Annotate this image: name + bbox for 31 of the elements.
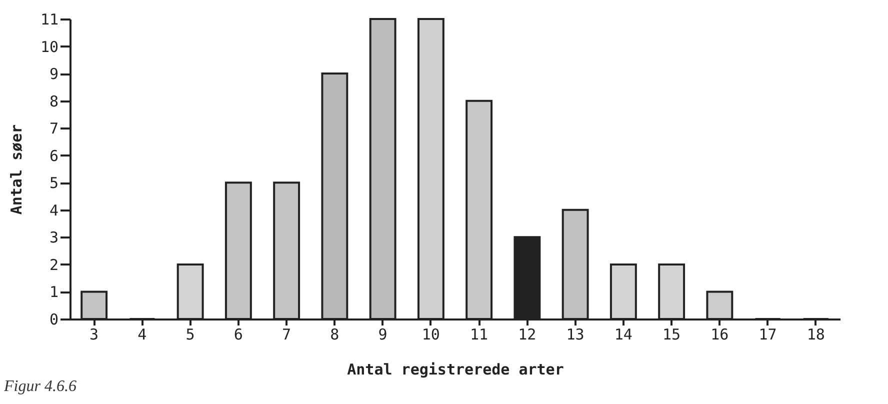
x-tick-label: 8 — [330, 326, 340, 344]
x-axis-title: Antal registrerede arter — [347, 360, 564, 378]
x-tick-label: 18 — [806, 326, 825, 344]
x-tick-label: 11 — [470, 326, 488, 344]
y-tick-label: 8 — [49, 92, 58, 110]
y-tick-label: 9 — [49, 65, 58, 84]
x-tick-label: 4 — [138, 326, 147, 344]
text: Figur 4.6.6 — [4, 378, 76, 396]
y-tick-label: 5 — [49, 174, 58, 192]
x-tick-label: 16 — [710, 326, 729, 344]
x-tick-label: 10 — [422, 326, 440, 344]
x-tick-label: 13 — [566, 326, 584, 344]
x-tick-label: 6 — [234, 326, 243, 344]
y-tick-label: 7 — [49, 120, 58, 138]
x-tick-label: 14 — [614, 326, 632, 344]
x-tick-label: 15 — [662, 326, 681, 344]
x-tick-label: 9 — [378, 326, 388, 344]
x-tick-label: 3 — [90, 326, 99, 344]
x-tick-label: 5 — [186, 326, 195, 344]
y-axis-title: Antal søer — [7, 124, 26, 215]
y-tick-label: 2 — [49, 256, 58, 274]
y-tick-label: 0 — [49, 310, 58, 328]
y-tick-label: 10 — [40, 38, 58, 56]
x-tick-label: 12 — [518, 326, 536, 344]
y-tick-label: 11 — [40, 10, 58, 28]
x-tick-label: 7 — [282, 326, 292, 344]
y-tick-label: 1 — [49, 283, 58, 302]
x-tick-label: 17 — [758, 326, 777, 344]
y-tick-label: 4 — [49, 201, 58, 220]
y-tick-label: 3 — [49, 228, 58, 247]
y-tick-label: 6 — [49, 146, 58, 165]
